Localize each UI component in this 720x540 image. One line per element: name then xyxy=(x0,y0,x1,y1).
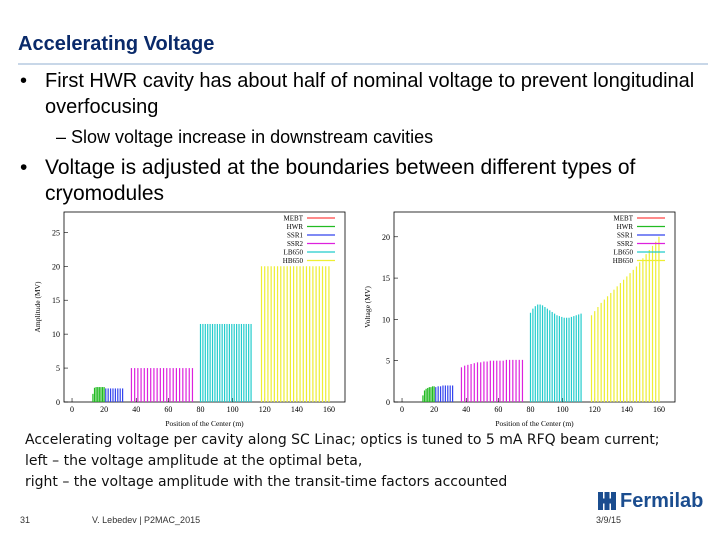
fermilab-logo-icon xyxy=(598,492,616,510)
x-axis-label: Position of the Center (m) xyxy=(495,419,574,428)
y-tick-label: 20 xyxy=(382,233,390,242)
legend-label: HWR xyxy=(617,223,634,231)
footer-date: 3/9/15 xyxy=(596,515,622,525)
caption-line: Accelerating voltage per cavity along SC… xyxy=(25,432,660,448)
footer-author: V. Lebedev | P2MAC_2015 xyxy=(92,515,201,525)
footer-page-number: 31 xyxy=(20,515,31,525)
y-tick-label: 0 xyxy=(386,398,390,407)
y-tick-label: 5 xyxy=(56,364,60,373)
y-tick-label: 15 xyxy=(52,296,60,305)
x-tick-label: 20 xyxy=(100,405,108,414)
legend-label: SSR1 xyxy=(617,232,633,240)
sub-bullet-1: – Slow voltage increase in downstream ca… xyxy=(56,127,433,148)
y-axis-label: Amplitude (MV) xyxy=(33,281,42,333)
x-tick-label: 160 xyxy=(653,405,665,414)
legend-label: LB650 xyxy=(614,249,634,257)
slide-title: Accelerating Voltage xyxy=(18,33,215,55)
fermilab-logo-text: Fermilab xyxy=(620,490,704,512)
x-tick-label: 20 xyxy=(430,405,438,414)
x-tick-label: 0 xyxy=(70,405,74,414)
amplitude-chart: 0 5 10 15 20 25 0 20 40 60 80 100 120 140 160 Position … xyxy=(28,208,353,430)
y-tick-label: 15 xyxy=(382,274,390,283)
y-axis-label: Voltage (MV) xyxy=(363,286,372,328)
y-tick-label: 25 xyxy=(52,228,60,237)
caption-line: left – the voltage amplitude at the opti… xyxy=(25,453,363,469)
x-axis-label: Position of the Center (m) xyxy=(165,419,244,428)
legend-label: HB650 xyxy=(283,257,304,265)
figure-caption: Accelerating voltage per cavity along SC… xyxy=(25,430,705,493)
x-tick-label: 40 xyxy=(462,405,470,414)
legend-label: LB650 xyxy=(284,249,304,257)
y-tick-label: 10 xyxy=(52,330,60,339)
sub-bullet-dash: – xyxy=(56,127,72,147)
x-tick-label: 140 xyxy=(291,405,303,414)
x-tick-label: 100 xyxy=(557,405,569,414)
y-tick-label: 5 xyxy=(386,357,390,366)
x-tick-label: 120 xyxy=(589,405,601,414)
legend-label: MEBT xyxy=(614,215,634,223)
legend-label: SSR2 xyxy=(287,240,303,248)
y-tick-label: 0 xyxy=(56,398,60,407)
legend-label: MEBT xyxy=(284,215,304,223)
voltage-chart: 0 5 10 15 20 0 20 40 60 80 100 120 140 160 Position of… xyxy=(358,208,683,430)
y-tick-label: 20 xyxy=(52,262,60,271)
x-tick-label: 80 xyxy=(526,405,534,414)
bullet-dot: • xyxy=(20,70,28,92)
x-tick-label: 60 xyxy=(164,405,172,414)
sub-bullet-1-text: Slow voltage increase in downstream cavi… xyxy=(71,127,434,147)
legend-label: SSR1 xyxy=(287,232,303,240)
x-tick-label: 120 xyxy=(259,405,271,414)
bullet-2-text: Voltage is adjusted at the boundaries be… xyxy=(45,156,636,205)
legend-label: HB650 xyxy=(613,257,634,265)
x-tick-label: 0 xyxy=(400,405,404,414)
bullet-dot: • xyxy=(20,156,28,179)
x-tick-label: 160 xyxy=(323,405,335,414)
legend-label: HWR xyxy=(287,223,304,231)
plot-frame xyxy=(393,211,676,403)
plot-frame xyxy=(63,211,346,403)
title-rule xyxy=(18,63,708,65)
bullet-1-text: First HWR cavity has about half of nomin… xyxy=(45,70,695,118)
legend-label: SSR2 xyxy=(617,240,633,248)
y-tick-label: 10 xyxy=(382,315,390,324)
x-tick-label: 60 xyxy=(494,405,502,414)
x-tick-label: 80 xyxy=(196,405,204,414)
x-tick-label: 140 xyxy=(621,405,633,414)
x-tick-label: 40 xyxy=(132,405,140,414)
x-tick-label: 100 xyxy=(227,405,239,414)
caption-line: right – the voltage amplitude with the t… xyxy=(25,474,508,490)
